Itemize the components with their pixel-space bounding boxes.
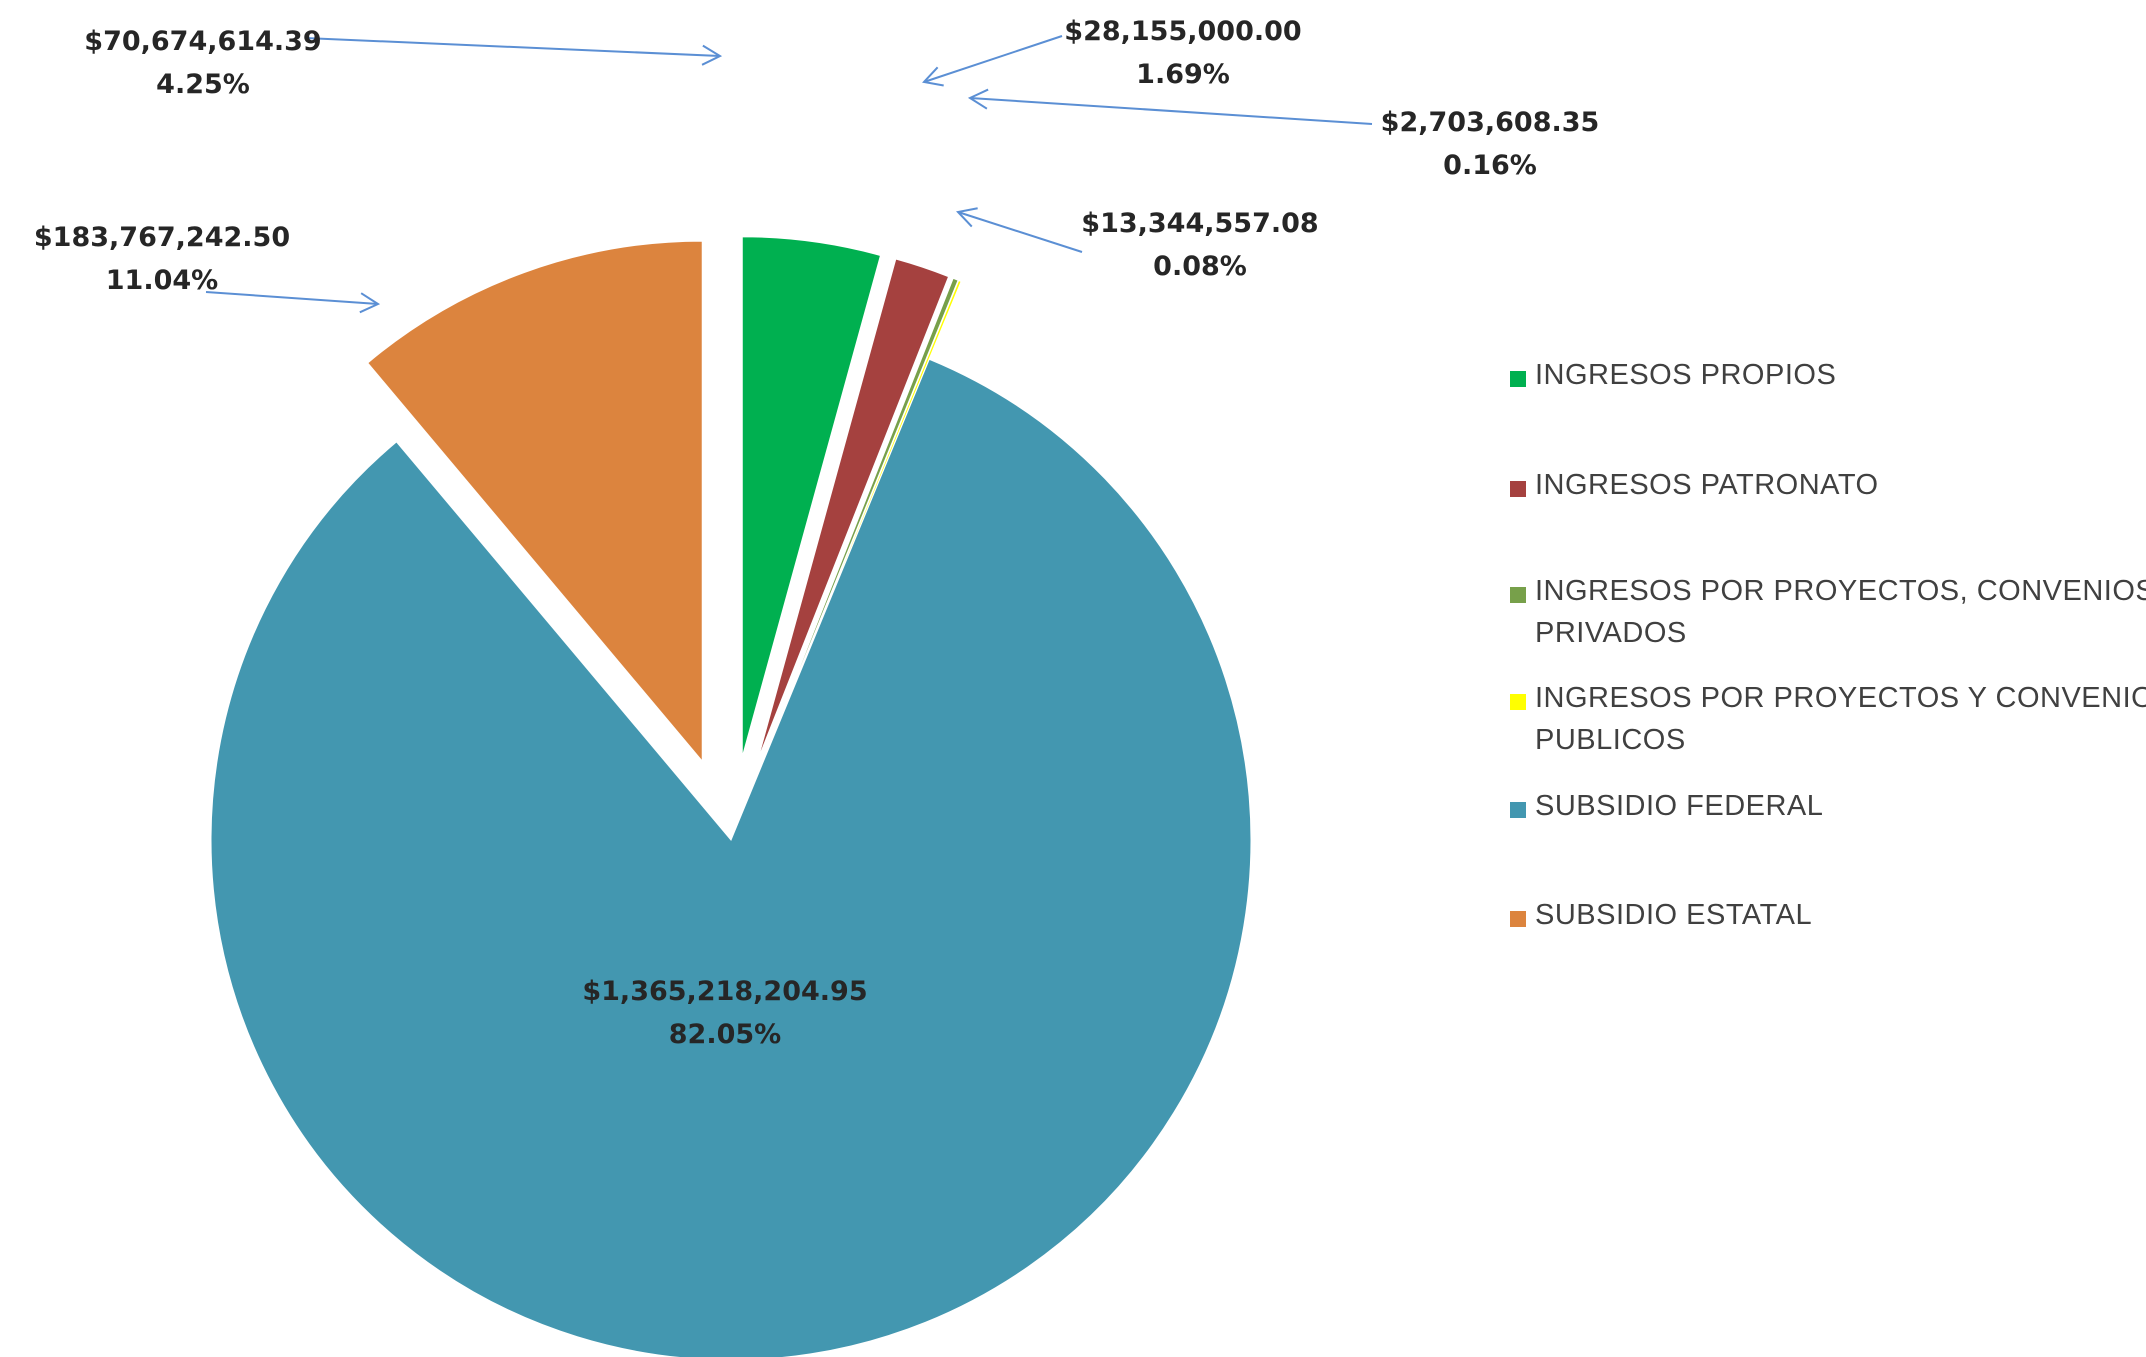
data-label-percent-0: 4.25% bbox=[156, 69, 250, 100]
data-label-percent-1: 1.69% bbox=[1136, 59, 1230, 90]
data-label-value-4: $1,365,218,204.95 bbox=[582, 976, 867, 1007]
data-label-value-3: $13,344,557.08 bbox=[1081, 208, 1318, 239]
data-label-percent-3: 0.08% bbox=[1153, 251, 1247, 282]
data-labels: $70,674,614.39 4.25% $28,155,000.00 1.69% $2… bbox=[34, 16, 1599, 1050]
legend-label-5: SUBSIDIO ESTATAL bbox=[1535, 899, 1812, 931]
legend-label-3: INGRESOS POR PROYECTOS Y CONVENIOS bbox=[1535, 682, 2146, 714]
legend-swatch-5 bbox=[1510, 911, 1526, 927]
legend: INGRESOS PROPIOS INGRESOS PATRONATO INGRES… bbox=[1510, 359, 2146, 931]
leader-line-0 bbox=[304, 37, 721, 57]
legend-label-4: SUBSIDIO FEDERAL bbox=[1535, 790, 1823, 822]
legend-swatch-4 bbox=[1510, 802, 1526, 818]
legend-swatch-2 bbox=[1510, 587, 1526, 603]
leader-lines bbox=[205, 35, 1373, 314]
data-label-value-2: $2,703,608.35 bbox=[1381, 107, 1600, 138]
legend-label-1: INGRESOS PATRONATO bbox=[1535, 469, 1879, 501]
pie-slice-4 bbox=[210, 358, 1252, 1357]
leader-arrowhead-0 bbox=[701, 44, 723, 66]
leader-arrowhead-1 bbox=[922, 66, 944, 87]
legend-swatch-3 bbox=[1510, 694, 1526, 710]
data-label-value-0: $70,674,614.39 bbox=[84, 26, 321, 57]
legend-label-2: INGRESOS POR PROYECTOS, CONVENIOS bbox=[1535, 575, 2146, 607]
legend-label-0: INGRESOS PROPIOS bbox=[1535, 359, 1836, 391]
data-label-value-1: $28,155,000.00 bbox=[1064, 16, 1301, 47]
leader-line-4 bbox=[205, 291, 379, 305]
leader-arrowhead-4 bbox=[359, 292, 381, 314]
pie-slice-5 bbox=[367, 240, 703, 763]
pie-slice-1 bbox=[757, 258, 950, 761]
pie-slice-0 bbox=[741, 236, 882, 757]
data-label-percent-2: 0.16% bbox=[1443, 150, 1537, 181]
leader-line-3 bbox=[957, 211, 1083, 253]
leader-line-2 bbox=[969, 97, 1373, 125]
data-label-percent-5: 11.04% bbox=[106, 265, 218, 296]
legend-label-2-line2: PRIVADOS bbox=[1535, 617, 1687, 649]
pie-slice-2 bbox=[761, 277, 959, 763]
data-label-value-5: $183,767,242.50 bbox=[34, 222, 290, 253]
legend-label-3-line2: PUBLICOS bbox=[1535, 724, 1686, 756]
pie-slices bbox=[210, 236, 1252, 1357]
legend-swatch-0 bbox=[1510, 371, 1526, 387]
leader-arrowhead-2 bbox=[967, 88, 989, 110]
legend-swatch-1 bbox=[1510, 481, 1526, 497]
leader-arrowhead-3 bbox=[956, 207, 978, 228]
data-label-percent-4: 82.05% bbox=[669, 1019, 781, 1050]
leader-line-1 bbox=[923, 35, 1063, 83]
